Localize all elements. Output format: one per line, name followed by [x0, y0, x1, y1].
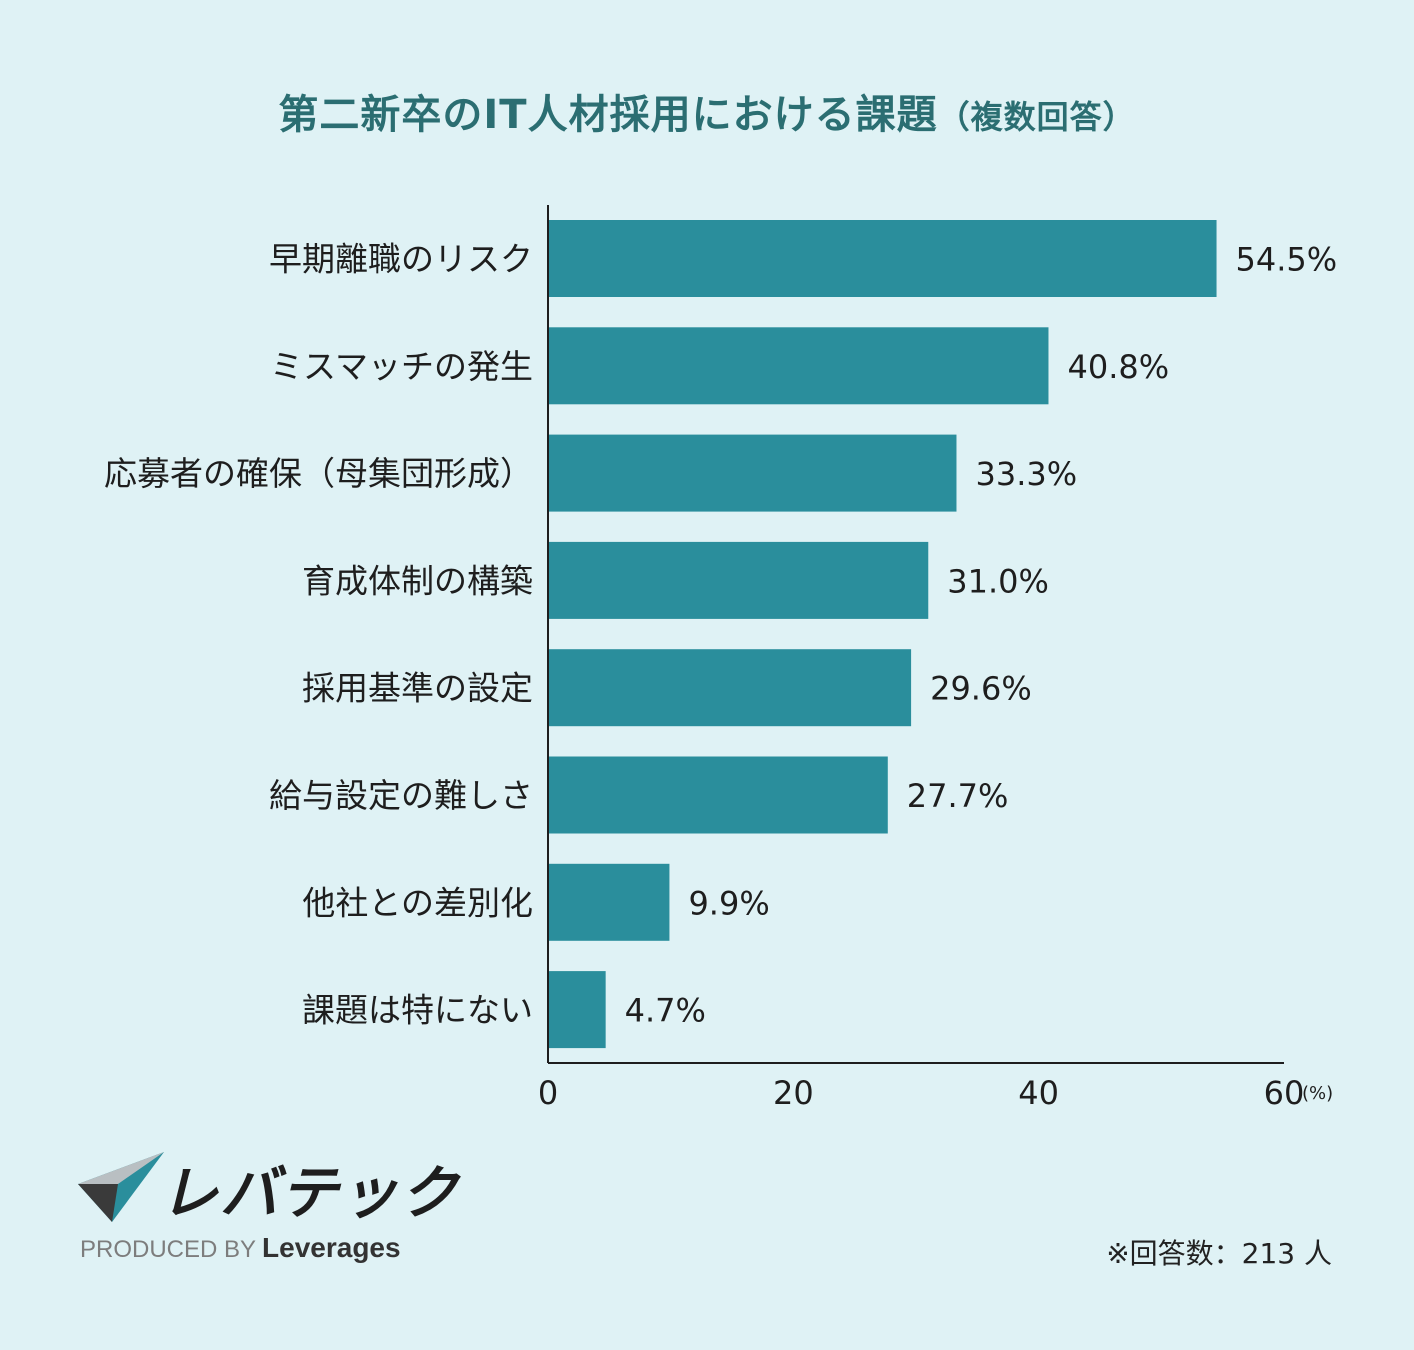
produced-by: PRODUCED BY Leverages [80, 1232, 401, 1264]
category-label: 応募者の確保（母集団形成） [104, 454, 533, 493]
category-label: ミスマッチの発生 [270, 347, 533, 386]
x-tick-label: 60 [1264, 1074, 1305, 1112]
category-label: 採用基準の設定 [302, 669, 533, 708]
bar [548, 220, 1217, 297]
bar [548, 649, 912, 727]
data-label: 4.7% [625, 992, 706, 1030]
data-label: 9.9% [688, 884, 769, 922]
x-tick-label: 40 [1018, 1074, 1059, 1112]
data-label: 31.0% [947, 562, 1049, 600]
x-axis-unit: (%) [1302, 1083, 1333, 1104]
levtech-logo-icon [78, 1152, 164, 1222]
chart-title: 第二新卒のIT人材採用における課題（複数回答） [0, 82, 1414, 140]
category-label: 早期離職のリスク [269, 240, 533, 279]
data-label: 29.6% [930, 670, 1032, 708]
bar-chart: 早期離職のリスク 54.5% ミスマッチの発生 40.8% 応募者の確保（母集団形成） 3… [104, 205, 1338, 1112]
data-label: 54.5% [1236, 241, 1338, 279]
data-label: 40.8% [1067, 348, 1169, 386]
data-label: 33.3% [975, 455, 1077, 493]
bar [548, 756, 888, 834]
brand-en: Leverages [262, 1232, 401, 1263]
respondents-note: ※回答数：213 人 [1106, 1237, 1332, 1270]
bar [548, 863, 670, 941]
bar [548, 541, 929, 619]
produced-by-label: PRODUCED BY [80, 1236, 257, 1263]
category-label: 課題は特にない [302, 991, 533, 1030]
chart-title-sub: （複数回答） [937, 98, 1136, 136]
x-tick-label: 0 [538, 1074, 558, 1112]
bar [548, 327, 1049, 405]
category-label: 給与設定の難しさ [269, 776, 533, 815]
x-tick-label: 20 [773, 1074, 814, 1112]
category-label: 他社との差別化 [302, 883, 533, 922]
chart-title-main: 第二新卒のIT人材採用における課題 [278, 92, 938, 138]
bar [548, 971, 606, 1049]
data-label: 27.7% [907, 777, 1009, 815]
bar [548, 434, 957, 512]
logo-brand-jp: レバテック [160, 1159, 461, 1227]
category-label: 育成体制の構築 [302, 561, 533, 600]
